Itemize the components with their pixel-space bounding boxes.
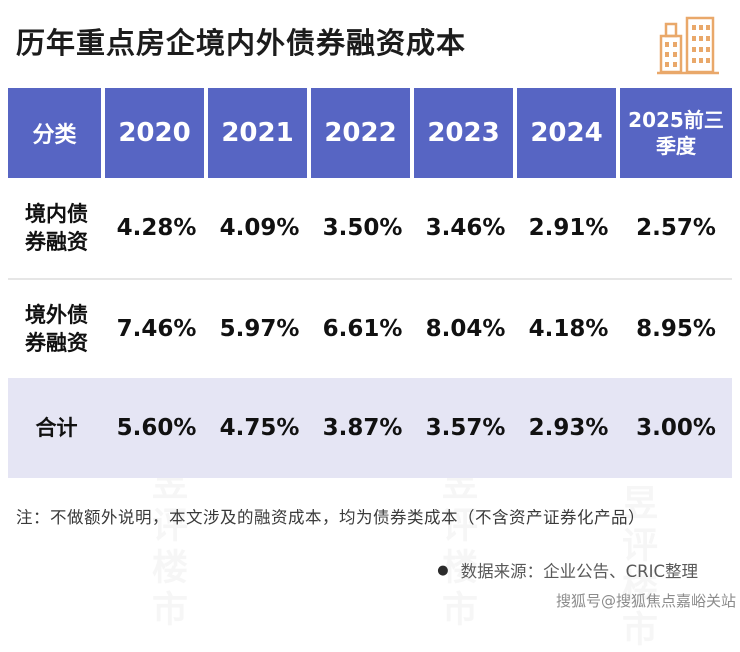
table-cell: 4.28% [105, 178, 208, 278]
column-header-2025q3: 2025前三季度 [620, 88, 732, 178]
table-cell: 4.75% [208, 378, 311, 478]
footnote: 注：不做额外说明，本文涉及的融资成本，均为债券类成本（不含资产证券化产品） [16, 508, 645, 527]
table-cell: 7.46% [105, 278, 208, 378]
table-cell: 2.57% [620, 178, 732, 278]
header-bar: 历年重点房企境内外债券融资成本 [0, 0, 740, 78]
row-label-total: 合计 [8, 378, 105, 478]
table-cell: 3.50% [311, 178, 414, 278]
column-header-2021: 2021 [208, 88, 311, 178]
column-header-2024: 2024 [517, 88, 620, 178]
table-cell: 3.46% [414, 178, 517, 278]
table-cell: 6.61% [311, 278, 414, 378]
table-cell: 3.00% [620, 378, 732, 478]
data-source-text: 数据来源：企业公告、CRIC整理 [460, 562, 698, 581]
financing-cost-table-row2: 境外债券融资 7.46% 5.97% 6.61% 8.04% 4.18% 8.9… [8, 278, 732, 378]
table-cell: 3.87% [311, 378, 414, 478]
sohu-watermark: 搜狐号@搜狐焦点嘉峪关站 [555, 592, 736, 610]
table-cell: 3.57% [414, 378, 517, 478]
buildings-icon [656, 12, 720, 78]
table-cell: 8.95% [620, 278, 732, 378]
column-header-2023: 2023 [414, 88, 517, 178]
financing-cost-table: 分类 2020 2021 2022 2023 2024 2025前三季度 境内债… [8, 88, 732, 278]
financing-cost-table-row3: 合计 5.60% 4.75% 3.87% 3.57% 2.93% 3.00% [8, 378, 732, 478]
page-title: 历年重点房企境内外债券融资成本 [16, 26, 467, 60]
column-header-2020: 2020 [105, 88, 208, 178]
row-label-overseas: 境外债券融资 [8, 278, 105, 378]
table-cell: 5.97% [208, 278, 311, 378]
table-cell: 2.93% [517, 378, 620, 478]
table-cell: 8.04% [414, 278, 517, 378]
data-source-row: ● 数据来源：企业公告、CRIC整理 [0, 558, 740, 582]
table-cell: 5.60% [105, 378, 208, 478]
bullet-icon: ● [437, 562, 449, 578]
table-cell: 4.09% [208, 178, 311, 278]
row-label-domestic: 境内债券融资 [8, 178, 105, 278]
table-cell: 2.91% [517, 178, 620, 278]
column-header-category: 分类 [8, 88, 105, 178]
column-header-2022: 2022 [311, 88, 414, 178]
table-cell: 4.18% [517, 278, 620, 378]
